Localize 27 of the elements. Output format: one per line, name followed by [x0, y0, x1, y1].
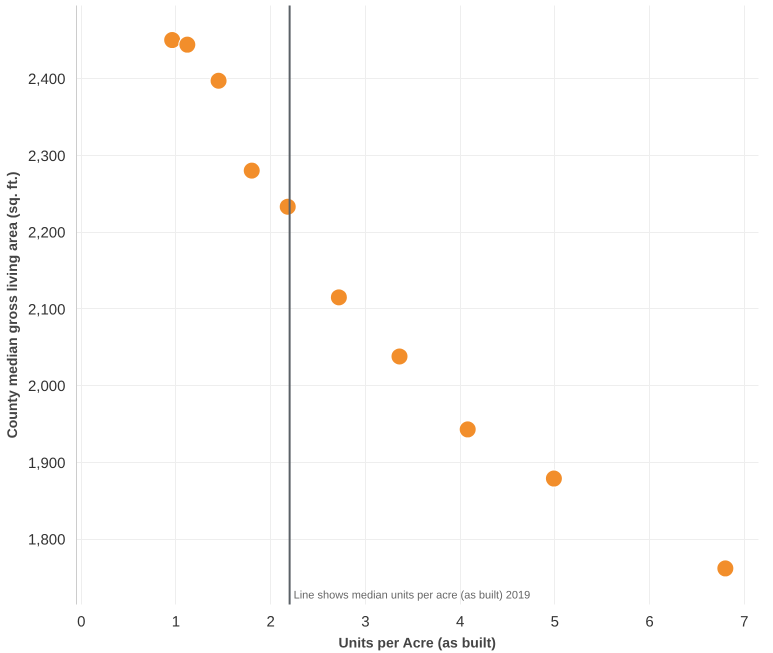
x-tick-label: 6 — [645, 614, 654, 630]
point — [242, 162, 261, 180]
x-tick-label: 4 — [456, 614, 464, 630]
point — [390, 347, 409, 366]
point — [210, 72, 228, 90]
y-tick-label: 1,800 — [28, 532, 66, 549]
point — [458, 420, 477, 438]
point — [716, 559, 734, 578]
y-tick-label: 1,900 — [28, 454, 66, 472]
point — [163, 31, 182, 50]
x-tick-label: 7 — [740, 614, 748, 630]
y-tick-label: 2,000 — [28, 378, 66, 396]
x-tick-label: 1 — [172, 614, 180, 630]
y-axis-title: County median gross living area (sq. ft.) — [4, 172, 20, 438]
y-tick-label: 2,300 — [28, 148, 66, 165]
y-tick-label: 2,100 — [28, 301, 66, 318]
x-tick-label: 0 — [77, 614, 86, 630]
y-tick-label: 2,200 — [28, 224, 66, 242]
x-tick-label: 2 — [266, 614, 275, 630]
ref-line-label: Line shows median units per acre (as built) 2019 — [294, 590, 530, 602]
y-tick-label: 2,400 — [28, 70, 66, 88]
point — [330, 288, 348, 306]
x-tick-label: 5 — [550, 614, 560, 630]
x-tick-label: 3 — [361, 614, 370, 630]
point — [544, 470, 563, 488]
x-axis-title: Units per Acre (as built) — [338, 634, 496, 650]
point — [178, 36, 196, 54]
